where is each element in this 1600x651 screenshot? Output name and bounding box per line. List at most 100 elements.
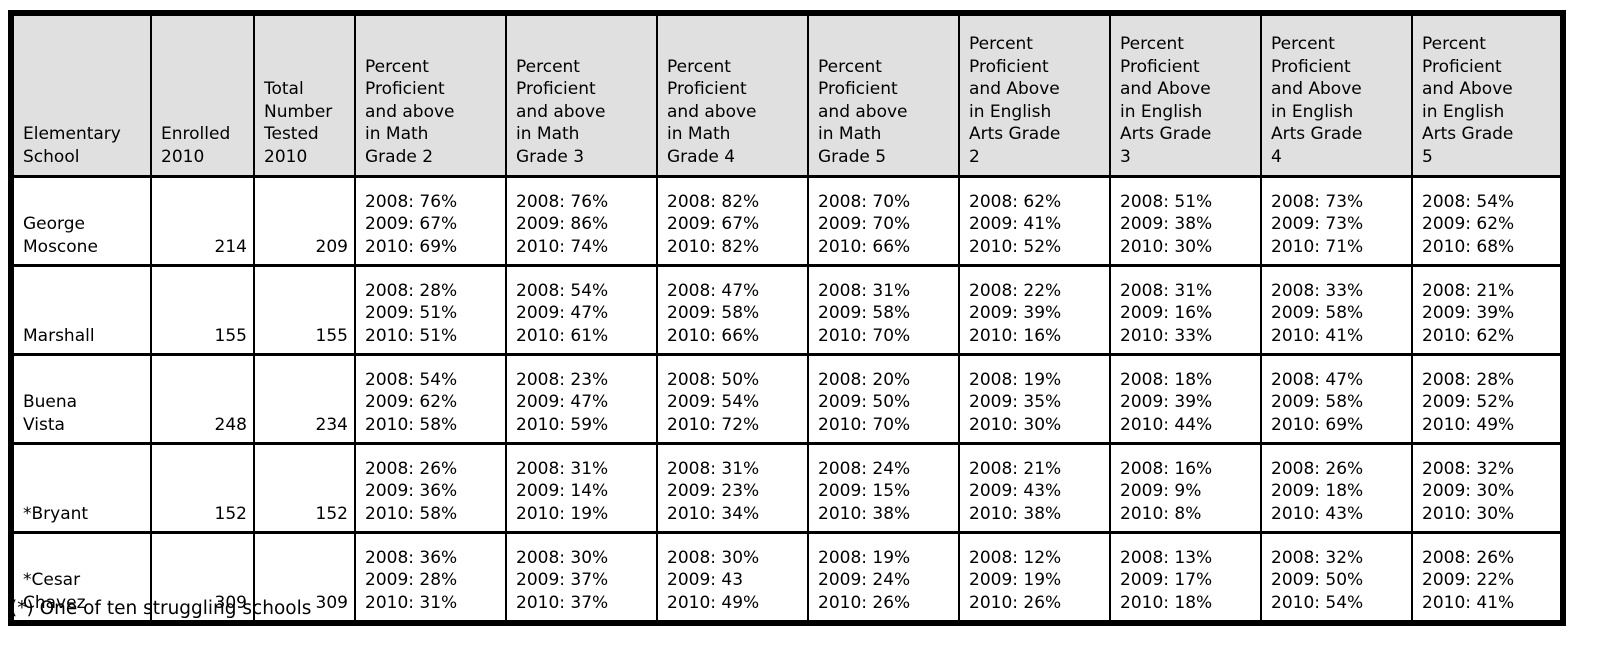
column-header-1: Enrolled 2010 xyxy=(150,12,255,178)
year-value-line: 2008: 24% xyxy=(818,458,911,479)
year-value-line: 2008: 18% xyxy=(1120,369,1213,390)
year-value-line: 2010: 70% xyxy=(818,325,911,346)
year-value-line: 2010: 58% xyxy=(365,503,458,524)
year-value-line: 2009: 41% xyxy=(969,214,1062,235)
year-value-line: 2010: 26% xyxy=(818,592,911,613)
percent-cell: 2008: 13% 2009: 17% 2010: 18% xyxy=(1109,531,1262,625)
year-value-line: 2009: 51% xyxy=(365,303,458,324)
year-value-line: 2008: 23% xyxy=(516,369,609,390)
year-value-line: 2009: 19% xyxy=(969,570,1062,591)
percent-cell: 2008: 82% 2009: 67% 2010: 82% xyxy=(656,175,809,267)
year-value-line: 2009: 35% xyxy=(969,392,1062,413)
percent-cell: 2008: 26% 2009: 18% 2010: 43% xyxy=(1260,442,1413,534)
percent-cell: 2008: 31% 2009: 14% 2010: 19% xyxy=(505,442,658,534)
percent-cell: 2008: 22% 2009: 39% 2010: 16% xyxy=(958,264,1111,356)
school-name-cell: George Moscone xyxy=(10,175,152,267)
year-value-line: 2009: 24% xyxy=(818,570,911,591)
year-value-line: 2010: 61% xyxy=(516,325,609,346)
percent-cell: 2008: 51% 2009: 38% 2010: 30% xyxy=(1109,175,1262,267)
year-value-line: 2009: 37% xyxy=(516,570,609,591)
table-row: Marshall 155 155 2008: 28% 2009: 51% 2010: 51… xyxy=(10,264,1564,356)
year-value-line: 2010: 52% xyxy=(969,236,1062,257)
column-header-10: Percent Proficient and Above in English … xyxy=(1411,12,1564,178)
percent-cell: 2008: 23% 2009: 47% 2010: 59% xyxy=(505,353,658,445)
year-value-line: 2008: 21% xyxy=(1422,280,1515,301)
year-value-line: 2009: 50% xyxy=(1271,570,1364,591)
year-value-line: 2008: 31% xyxy=(1120,280,1213,301)
year-value-line: 2010: 38% xyxy=(818,503,911,524)
column-header-8: Percent Proficient and Above in English … xyxy=(1109,12,1262,178)
year-value-line: 2010: 69% xyxy=(1271,414,1364,435)
percent-cell: 2008: 30% 2009: 37% 2010: 37% xyxy=(505,531,658,625)
percent-cell: 2008: 26% 2009: 36% 2010: 58% xyxy=(354,442,507,534)
year-value-line: 2010: 44% xyxy=(1120,414,1213,435)
year-value-line: 2008: 19% xyxy=(969,369,1062,390)
percent-cell: 2008: 24% 2009: 15% 2010: 38% xyxy=(807,442,960,534)
year-value-line: 2008: 26% xyxy=(365,458,458,479)
percent-cell: 2008: 20% 2009: 50% 2010: 70% xyxy=(807,353,960,445)
year-value-line: 2010: 70% xyxy=(818,414,911,435)
year-value-line: 2009: 70% xyxy=(818,214,911,235)
column-header-2: Total Number Tested 2010 xyxy=(253,12,356,178)
year-value-line: 2009: 43% xyxy=(969,481,1062,502)
year-value-line: 2008: 32% xyxy=(1271,547,1364,568)
column-header-4: Percent Proficient and above in Math Gra… xyxy=(505,12,658,178)
percent-cell: 2008: 19% 2009: 24% 2010: 26% xyxy=(807,531,960,625)
enrolled-cell: 152 xyxy=(150,442,255,534)
school-name-cell: *Cesar Chavez xyxy=(10,531,152,625)
year-value-line: 2008: 82% xyxy=(667,191,760,212)
year-value-line: 2008: 16% xyxy=(1120,458,1213,479)
year-value-line: 2010: 33% xyxy=(1120,325,1213,346)
column-header-0: Elementary School xyxy=(10,12,152,178)
table-row: *Bryant 152 152 2008: 26% 2009: 36% 2010: 58%… xyxy=(10,442,1564,534)
year-value-line: 2009: 18% xyxy=(1271,481,1364,502)
year-value-line: 2009: 39% xyxy=(1422,303,1515,324)
year-value-line: 2010: 34% xyxy=(667,503,760,524)
percent-cell: 2008: 47% 2009: 58% 2010: 69% xyxy=(1260,353,1413,445)
year-value-line: 2009: 14% xyxy=(516,481,609,502)
year-value-line: 2008: 32% xyxy=(1422,458,1515,479)
percent-cell: 2008: 31% 2009: 23% 2010: 34% xyxy=(656,442,809,534)
year-value-line: 2008: 36% xyxy=(365,547,458,568)
percent-cell: 2008: 16% 2009: 9% 2010: 8% xyxy=(1109,442,1262,534)
year-value-line: 2010: 74% xyxy=(516,236,609,257)
column-header-3: Percent Proficient and above in Math Gra… xyxy=(354,12,507,178)
year-value-line: 2009: 39% xyxy=(1120,392,1213,413)
year-value-line: 2010: 82% xyxy=(667,236,760,257)
year-value-line: 2008: 19% xyxy=(818,547,911,568)
percent-cell: 2008: 76% 2009: 67% 2010: 69% xyxy=(354,175,507,267)
year-value-line: 2008: 30% xyxy=(667,547,760,568)
year-value-line: 2010: 37% xyxy=(516,592,609,613)
percent-cell: 2008: 76% 2009: 86% 2010: 74% xyxy=(505,175,658,267)
year-value-line: 2009: 67% xyxy=(667,214,760,235)
year-value-line: 2010: 38% xyxy=(969,503,1062,524)
year-value-line: 2008: 12% xyxy=(969,547,1062,568)
year-value-line: 2008: 54% xyxy=(516,280,609,301)
year-value-line: 2010: 71% xyxy=(1271,236,1364,257)
year-value-line: 2009: 23% xyxy=(667,481,760,502)
percent-cell: 2008: 54% 2009: 62% 2010: 68% xyxy=(1411,175,1564,267)
percent-cell: 2008: 54% 2009: 47% 2010: 61% xyxy=(505,264,658,356)
percent-cell: 2008: 32% 2009: 50% 2010: 54% xyxy=(1260,531,1413,625)
year-value-line: 2010: 49% xyxy=(1422,414,1515,435)
percent-cell: 2008: 47% 2009: 58% 2010: 66% xyxy=(656,264,809,356)
enrolled-cell: 248 xyxy=(150,353,255,445)
year-value-line: 2009: 62% xyxy=(1422,214,1515,235)
school-name-cell: Marshall xyxy=(10,264,152,356)
percent-cell: 2008: 32% 2009: 30% 2010: 30% xyxy=(1411,442,1564,534)
school-name-cell: Buena Vista xyxy=(10,353,152,445)
percent-cell: 2008: 31% 2009: 16% 2010: 33% xyxy=(1109,264,1262,356)
year-value-line: 2008: 54% xyxy=(365,369,458,390)
year-value-line: 2010: 59% xyxy=(516,414,609,435)
year-value-line: 2009: 58% xyxy=(1271,303,1364,324)
percent-cell: 2008: 62% 2009: 41% 2010: 52% xyxy=(958,175,1111,267)
year-value-line: 2009: 28% xyxy=(365,570,458,591)
year-value-line: 2010: 49% xyxy=(667,592,760,613)
year-value-line: 2010: 26% xyxy=(969,592,1062,613)
year-value-line: 2008: 28% xyxy=(365,280,458,301)
year-value-line: 2008: 50% xyxy=(667,369,760,390)
year-value-line: 2009: 58% xyxy=(1271,392,1364,413)
year-value-line: 2010: 30% xyxy=(1120,236,1213,257)
year-value-line: 2009: 67% xyxy=(365,214,458,235)
year-value-line: 2010: 58% xyxy=(365,414,458,435)
